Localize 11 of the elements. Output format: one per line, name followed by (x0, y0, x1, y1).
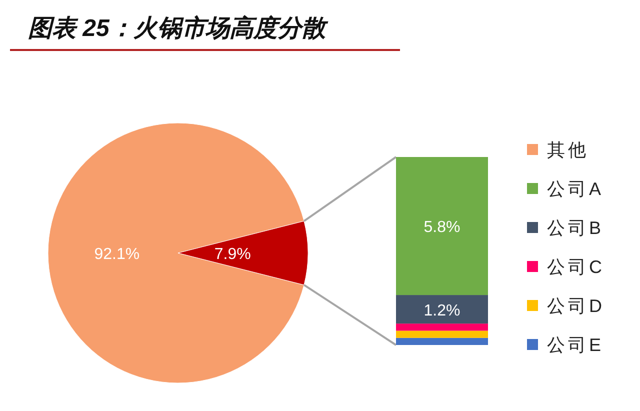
legend-label: 公司A (547, 179, 604, 199)
data-label: 5.8% (424, 219, 460, 236)
legend-label: 公司B (547, 218, 604, 238)
data-label: 1.2% (424, 302, 460, 320)
data-label: 92.1% (94, 246, 140, 263)
legend-label: 公司E (547, 335, 604, 355)
data-label: 7.9% (214, 246, 251, 263)
legend-label: 公司D (547, 296, 605, 316)
legend-label: 其他 (547, 140, 589, 160)
chart-title: 图表 25：火锅市场高度分散 (28, 14, 328, 42)
legend-label: 公司C (547, 257, 605, 277)
